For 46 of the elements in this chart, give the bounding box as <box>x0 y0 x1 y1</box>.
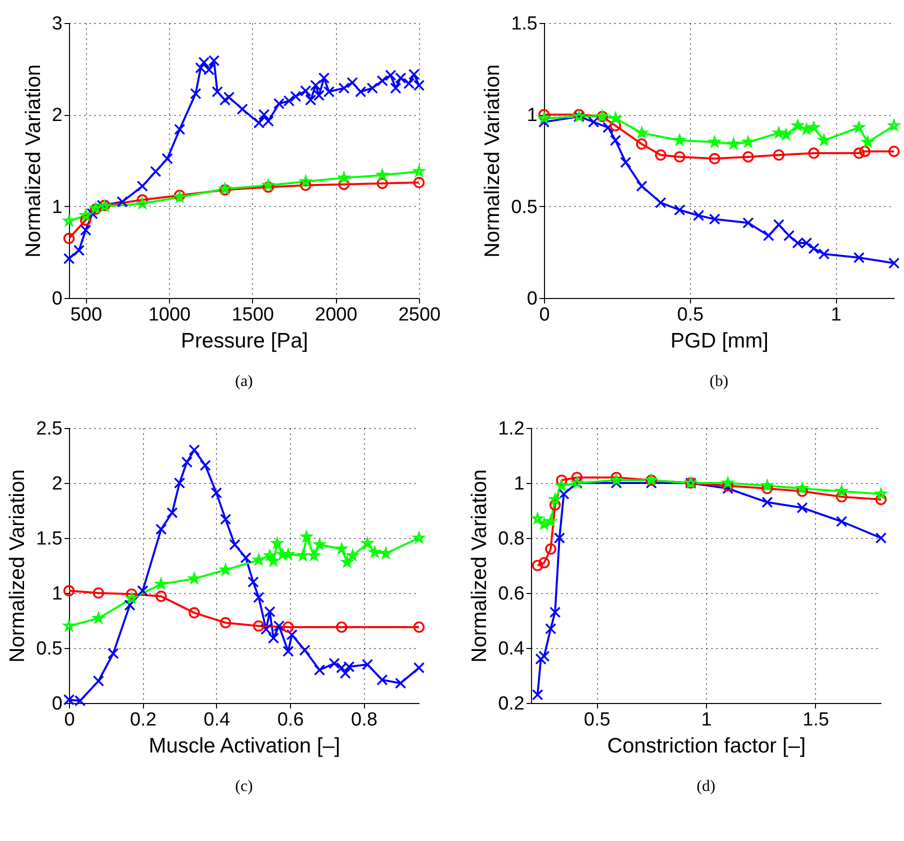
x-tick-label: 0.5 <box>584 710 610 730</box>
x-tick-label: 500 <box>70 304 102 326</box>
y-tick-label: 1 <box>52 584 62 604</box>
text: (b) <box>710 373 728 390</box>
y-tick-label: 2 <box>52 105 62 126</box>
x-axis-title: PGD [mm] <box>670 330 768 352</box>
y-tick-label: 0.8 <box>498 528 524 550</box>
y-axis-title: Normalized Variation <box>468 469 492 663</box>
y-tick-label: 0 <box>526 288 538 310</box>
x-axis-title: Constriction factor [–] <box>607 734 806 758</box>
y-tick-label: 1 <box>526 105 538 126</box>
x-tick-label: 2500 <box>398 304 441 326</box>
text: (c) <box>235 778 253 795</box>
x-tick-label: 1.5 <box>802 710 830 730</box>
y-tick-label: 1.2 <box>498 418 524 440</box>
y-axis-title: Normalized Variation <box>6 469 30 663</box>
x-tick-label: 1 <box>701 710 712 730</box>
y-axis-title: Normalized Variation <box>481 64 504 258</box>
y-axis-title: Normalized Variation <box>22 64 45 258</box>
text: (d) <box>696 778 716 795</box>
x-tick-label: 1000 <box>148 304 191 326</box>
x-tick-label: 2000 <box>315 304 358 326</box>
y-tick-label: 0.5 <box>36 638 62 660</box>
y-tick-label: 0.6 <box>498 584 524 604</box>
x-tick-label: 0.4 <box>204 710 231 730</box>
y-tick-label: 3 <box>52 14 62 34</box>
y-tick-label: 1 <box>514 474 524 494</box>
y-tick-label: 0.4 <box>498 638 525 660</box>
x-axis-title: Muscle Activation [–] <box>148 734 340 758</box>
y-tick-label: 1 <box>52 196 62 218</box>
y-tick-label: 0.5 <box>511 196 538 218</box>
y-tick-label: 0.2 <box>498 694 524 714</box>
y-tick-label: 1.5 <box>511 14 538 34</box>
x-tick-label: 1 <box>830 304 842 326</box>
y-tick-label: 2 <box>52 474 62 494</box>
y-tick-label: 0 <box>52 694 62 714</box>
y-tick-label: 2.5 <box>36 418 62 440</box>
x-axis-title: Pressure [Pa] <box>180 330 308 352</box>
y-tick-label: 1.5 <box>36 528 62 550</box>
x-tick-label: 0.8 <box>351 710 378 730</box>
x-tick-label: 1500 <box>232 304 274 326</box>
text: (a) <box>235 373 253 390</box>
y-tick-label: 0 <box>52 288 62 310</box>
x-tick-label: 0.2 <box>130 710 156 730</box>
x-tick-label: 0.6 <box>277 710 304 730</box>
x-tick-label: 0.5 <box>677 304 704 326</box>
